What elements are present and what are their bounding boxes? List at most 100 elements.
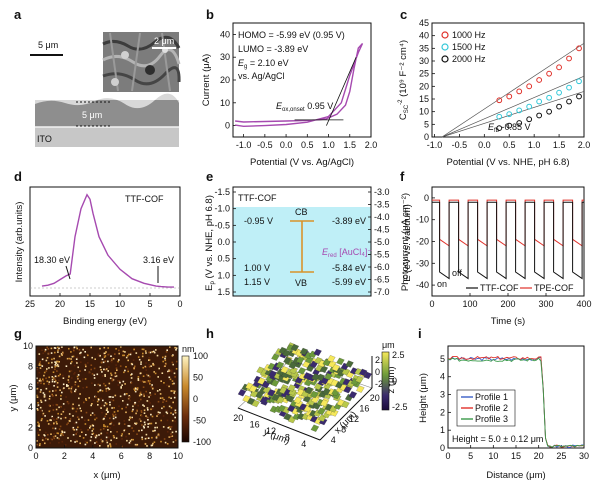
panel-c-ylabel-rest: (10⁹ F⁻² cm⁴) — [398, 40, 409, 100]
panel-c-xticks: -1.0 -0.5 0.0 0.5 1.0 1.5 2.0 — [427, 134, 590, 150]
panel-f-ytick-label: 0 — [424, 193, 429, 203]
panel-e-left-ytick-label: 1.5 — [217, 287, 230, 297]
panel-c-ytick-label: 10 — [419, 107, 429, 117]
vb-label: VB — [295, 278, 307, 288]
cb-label: CB — [295, 207, 308, 217]
panel-f-ytick-label: -40 — [416, 280, 429, 290]
legend-ttf: TTF-COF — [480, 283, 519, 293]
panel-i-yticks: 0 1 2 3 4 5 — [440, 354, 451, 453]
mott-schottky-point — [536, 112, 543, 119]
panel-g-xtick-label: 8 — [147, 451, 152, 461]
panel-c-xtick-label: -1.0 — [427, 140, 443, 150]
legend-1000: 1000 Hz — [452, 30, 486, 40]
panel-c-yticks: 0 5 10 15 20 25 30 35 40 45 — [419, 18, 435, 142]
scale-label-top: 5 μm — [38, 40, 58, 50]
panel-i-xtick-label: 5 — [468, 451, 473, 461]
panel-c-ytick-label: 35 — [419, 43, 429, 53]
panel-c-ytick-label: 5 — [424, 119, 429, 129]
panel-label-g: g — [14, 326, 22, 341]
ered-sub: red — [328, 253, 337, 259]
mott-schottky-point — [546, 94, 553, 101]
panel-i-xtick-label: 10 — [488, 451, 498, 461]
mott-schottky-point — [546, 108, 553, 115]
mott-schottky-point — [556, 89, 562, 96]
panel-e-left-ytick-label: -1.5 — [214, 187, 230, 197]
panel-d-xticks: 25 20 15 10 5 0 — [25, 293, 183, 309]
onset-tangent — [294, 57, 357, 126]
tpe-cof-trace — [432, 199, 584, 247]
panel-e-right-ytick-label: -4.5 — [374, 225, 390, 235]
panel-c-ylabel-main: C — [398, 113, 409, 120]
panel-i-xtick-label: 20 — [534, 451, 544, 461]
panel-h-yticks: 20 16 12 8 4 — [233, 413, 306, 449]
ups-curve — [41, 193, 174, 288]
panel-g-cbar-unit: nm — [182, 344, 195, 354]
panel-e-right-ticks: -3.0 -3.5 -4.0 -4.5 -5.0 -5.5 -6.0 -6.5 -7.0 — [368, 187, 390, 297]
panel-label-h: h — [206, 326, 214, 341]
panel-g-cbar-tick-label: -50 — [193, 416, 206, 426]
panel-b-xtick-label: 1.0 — [322, 140, 335, 150]
mott-schottky-point — [516, 120, 523, 126]
mott-schottky-point — [506, 93, 513, 100]
legend-tpe: TPE-COF — [534, 283, 574, 293]
panel-e-ylabel-right: E (eV vs. vacuum) — [402, 204, 413, 282]
panel-b-ytick-label: 40 — [220, 29, 230, 39]
peak-label-2: 3.16 eV — [143, 255, 174, 265]
panel-c-ytick-label: 45 — [419, 18, 429, 28]
panel-h-xtick-label: 20 — [370, 393, 380, 403]
mott-schottky-point — [566, 98, 572, 105]
mott-schottky-point — [536, 98, 543, 105]
panel-label-c: c — [400, 7, 407, 22]
panel-i-xtick-label: 0 — [445, 451, 450, 461]
mott-schottky-point — [516, 88, 523, 95]
legend-profile-1: Profile 1 — [475, 392, 508, 402]
red-right-value: -5.84 eV — [332, 263, 366, 273]
panel-f: f 0 100 200 300 400 0 -10 -20 -30 -40 Time (s) P… — [400, 169, 592, 327]
panel-i-ytick-label: 5 — [440, 354, 445, 364]
panel-e-ylabel-left: Ep (V vs. NHE, pH 6.8) — [204, 195, 216, 291]
panel-g-ytick-label: 2 — [28, 423, 33, 433]
panel-i-xtick-label: 30 — [579, 451, 589, 461]
panel-b-xlabel: Potential (V vs. Ag/AgCl) — [250, 157, 354, 168]
panel-e-left-ytick-label: 0.0 — [217, 237, 230, 247]
eox-symbol: E — [276, 101, 283, 111]
panel-e-right-ytick-label: -6.5 — [374, 275, 390, 285]
panel-h-y-axis — [237, 407, 321, 441]
panel-e-ylabel-left-sub: p — [210, 281, 216, 285]
efb-sub: fb — [494, 128, 500, 134]
panel-a: a 5 μm 2 μm 5 μm ITO — [14, 7, 181, 147]
efb-text: Efb -0.85 V — [488, 122, 531, 134]
panel-h-xtick-label: 8 — [341, 424, 346, 434]
vb-left-value: 1.15 V — [244, 277, 270, 287]
legend-marker-2000 — [441, 55, 449, 63]
mott-schottky-point — [566, 55, 572, 62]
panel-g-ytick-label: 0 — [28, 443, 33, 453]
mott-schottky-fit — [441, 91, 585, 138]
panel-g-ytick-label: 6 — [28, 382, 33, 392]
panel-f-xtick-label: 200 — [500, 299, 515, 309]
panel-h-zlabel: z (μm) — [386, 366, 397, 393]
panel-f-yticks: 0 -10 -20 -30 -40 — [416, 193, 435, 290]
peak-arrow-1 — [65, 265, 71, 280]
red-left-value: 1.00 V — [244, 263, 270, 273]
panel-c-ytick-label: 15 — [419, 94, 429, 104]
panel-d: d 25 20 15 10 5 0 Binding energy (eV) Intensi… — [14, 169, 183, 327]
off-label: off — [452, 268, 462, 278]
panel-c-ytick-label: 20 — [419, 81, 429, 91]
panel-g-colorbar — [181, 355, 190, 443]
panel-h-xtick-label: 4 — [331, 435, 336, 445]
panel-g: g 0 2 4 6 8 10 0 2 4 6 8 10 x (μm) y (μm) nm 100 50… — [8, 326, 211, 481]
mott-schottky-point — [576, 45, 582, 52]
legend-profile-2: Profile 2 — [475, 403, 508, 413]
panel-g-xticks: 0 2 4 6 8 10 — [33, 445, 183, 461]
panel-e-right-ytick-label: -5.0 — [374, 237, 390, 247]
panel-c-legend: 1000 Hz 1500 Hz 2000 Hz — [441, 30, 486, 64]
mott-schottky-point — [516, 107, 523, 114]
panel-c-ylabel-sup: -2 — [398, 99, 404, 105]
panel-h-cbar-ticks: 2.5 0 -2.5 — [392, 350, 408, 412]
lumo-text: LUMO = -3.89 eV — [238, 44, 308, 54]
panel-f-xtick-label: 0 — [429, 299, 434, 309]
panel-e: e -1.5-1.0-0.50.00.51.01.5 -3.0-3.5-4.0-… — [204, 169, 413, 297]
